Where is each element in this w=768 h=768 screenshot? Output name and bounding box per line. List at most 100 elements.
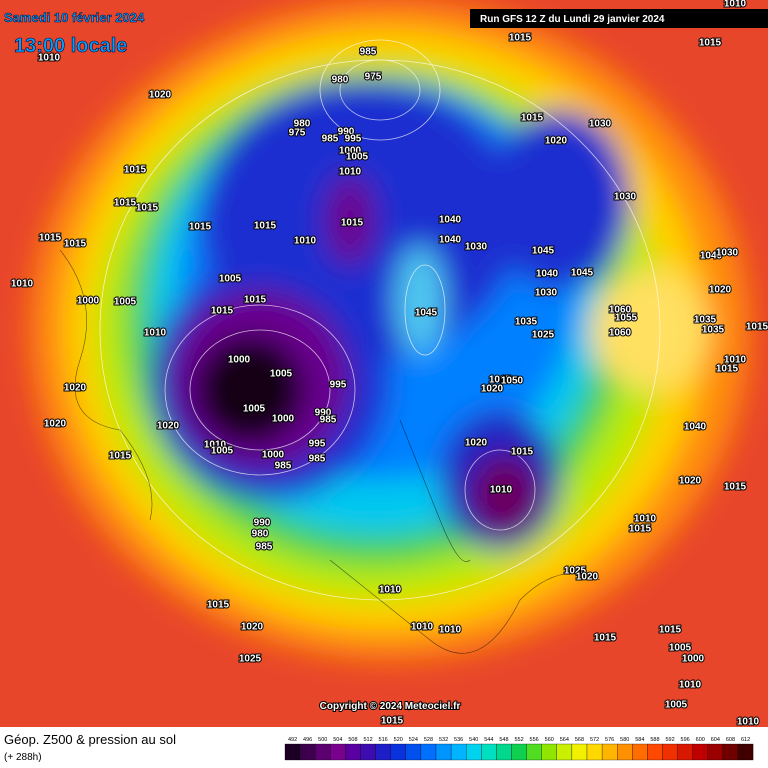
isobar-label: 1015 [489, 375, 512, 386]
scale-label: 508 [348, 737, 357, 743]
scale-swatch [450, 743, 467, 761]
isobar-label: 1010 [144, 328, 167, 339]
scale-label: 592 [665, 737, 674, 743]
scale-swatch [284, 743, 301, 761]
isobar-label: 1040 [684, 422, 707, 433]
isobar-label: 1010 [411, 622, 434, 633]
isobar-label: 985 [309, 454, 326, 465]
isobar-label: 1005 [211, 446, 234, 457]
isobar-label: 1015 [659, 625, 682, 636]
isobar-label: 985 [320, 415, 337, 426]
scale-label: 588 [650, 737, 659, 743]
isobar-label: 1015 [746, 322, 768, 333]
isobar-label: 1015 [521, 113, 544, 124]
isobar-label: 1015 [136, 203, 159, 214]
isobar-label: 1015 [109, 451, 132, 462]
scale-swatch [375, 743, 391, 761]
isobar-label: 1010 [724, 0, 747, 10]
isobar-label: 1015 [629, 524, 652, 535]
isobar-label: 1015 [207, 600, 230, 611]
scale-label: 496 [303, 737, 312, 743]
color-scale: 492 496 500 504 508 512 516 520 524 528 532 536 540 5… [284, 737, 754, 761]
isobar-label: 1000 [77, 296, 100, 307]
scale-swatch [722, 743, 739, 761]
isobar-label: 1040 [439, 235, 462, 246]
isobar-label: 990 [315, 408, 332, 419]
scale-label: 492 [288, 737, 297, 743]
scale-label: 536 [454, 737, 463, 743]
isobar-label: 1035 [702, 325, 725, 336]
isobar-label: 1040 [700, 251, 723, 262]
isobar-label: 1015 [381, 716, 404, 727]
isobar-label: 1015 [64, 239, 87, 250]
map-date: Samedi 10 février 2024 [4, 10, 145, 25]
height-field [0, 0, 768, 727]
isobar-label: 1030 [535, 288, 558, 299]
scale-label: 556 [530, 737, 539, 743]
scale-swatch [405, 743, 422, 761]
run-info: Run GFS 12 Z du Lundi 29 janvier 2024 [480, 14, 665, 25]
isobar-label: 1020 [149, 90, 172, 101]
isobar-label: 1020 [44, 419, 67, 430]
scale-label: 584 [635, 737, 644, 743]
isobar-label: 980 [294, 119, 311, 130]
isobar-label: 1010 [38, 53, 61, 64]
scale-swatch [677, 743, 693, 761]
isobar-label: 1010 [379, 585, 402, 596]
scale-label: 516 [379, 737, 388, 743]
scale-label: 520 [394, 737, 403, 743]
isobar-label: 995 [309, 439, 326, 450]
isobar-label: 1000 [262, 450, 285, 461]
scale-label: 532 [439, 737, 448, 743]
scale-swatch [345, 743, 361, 761]
isobar-label: 985 [360, 47, 377, 58]
scale-label: 608 [726, 737, 735, 743]
isobar-label: 990 [338, 127, 355, 138]
isobar-label: 1020 [481, 384, 504, 395]
scale-swatch [330, 743, 346, 761]
scale-label: 504 [333, 737, 342, 743]
scale-label: 544 [484, 737, 493, 743]
scale-label: 572 [590, 737, 599, 743]
isobar-label: 1055 [615, 313, 638, 324]
isobar-label: 1005 [270, 369, 293, 380]
isobar-label: 1010 [294, 236, 317, 247]
scale-label: 512 [363, 737, 372, 743]
isobar-label: 1015 [724, 482, 747, 493]
isobar-label: 1020 [465, 438, 488, 449]
isobar-label: 1020 [679, 476, 702, 487]
isobar-label: 1000 [228, 355, 251, 366]
scale-swatch [390, 743, 406, 761]
scale-label: 568 [575, 737, 584, 743]
coastlines [59, 249, 601, 654]
forecast-lead: (+ 288h) [4, 752, 42, 763]
scale-label: 604 [711, 737, 720, 743]
isobar-label: 1015 [511, 447, 534, 458]
isobar-label: 1010 [204, 440, 227, 451]
scale-label: 552 [514, 737, 523, 743]
scale-swatch [541, 743, 557, 761]
isobar-label: 1015 [189, 222, 212, 233]
scale-swatch [707, 743, 724, 761]
isobar-label: 985 [322, 134, 339, 145]
isobar-label: 1015 [39, 233, 62, 244]
scale-swatch [571, 743, 588, 761]
copyright: Copyright © 2024 Meteociel.fr [320, 701, 461, 712]
scale-swatch [526, 743, 542, 761]
map-time: 13:00 locale [14, 35, 127, 57]
scale-label: 600 [696, 737, 705, 743]
isobar-label: 1030 [614, 192, 637, 203]
scale-swatch [420, 743, 437, 761]
isobar-label: 995 [330, 380, 347, 391]
isobar-label: 1000 [272, 414, 295, 425]
isobar-label: 1015 [341, 218, 364, 229]
scale-label: 560 [545, 737, 554, 743]
scale-swatch [737, 743, 754, 761]
isobar-label: 1020 [545, 136, 568, 147]
isobar-label: 1020 [241, 622, 264, 633]
isobar-label: 1025 [564, 566, 587, 577]
scale-label: 576 [605, 737, 614, 743]
scale-label: 524 [409, 737, 418, 743]
scale-swatch [315, 743, 331, 761]
